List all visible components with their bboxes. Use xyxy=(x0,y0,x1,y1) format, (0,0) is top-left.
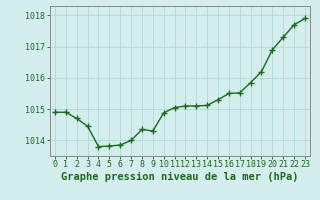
X-axis label: Graphe pression niveau de la mer (hPa): Graphe pression niveau de la mer (hPa) xyxy=(61,172,299,182)
